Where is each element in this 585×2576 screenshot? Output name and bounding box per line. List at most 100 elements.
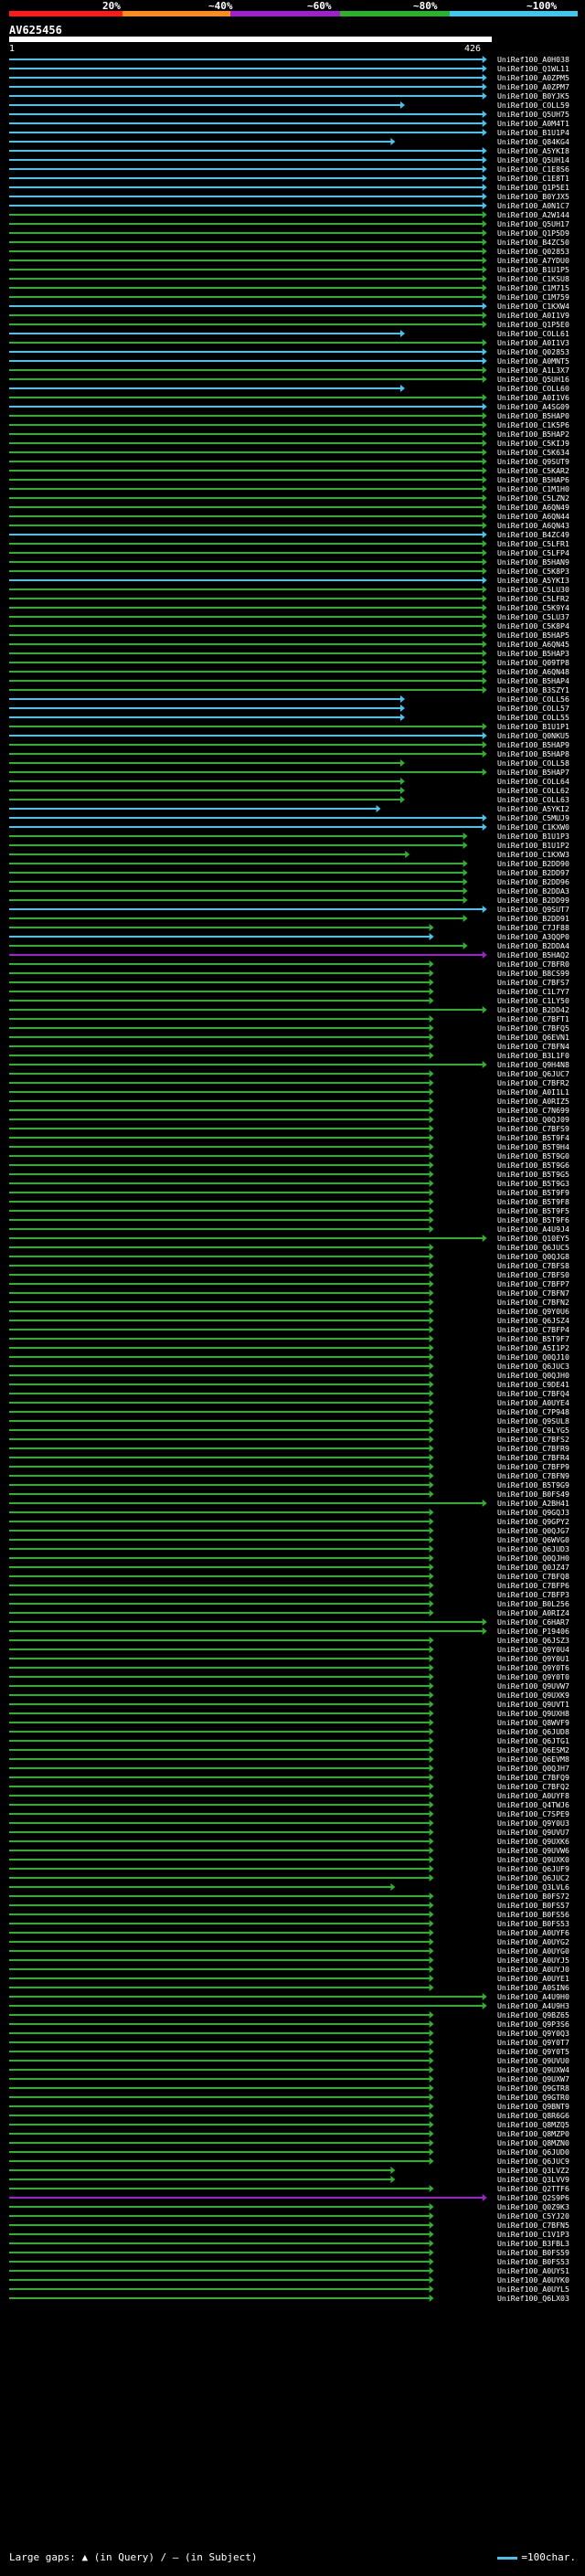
hit-label[interactable]: UniRef100_Q0QJH0 — [497, 1371, 569, 1380]
hit-label[interactable]: UniRef100_Q9Y0T6 — [497, 1663, 569, 1672]
hit-label[interactable]: UniRef100_Q9UXK0 — [497, 1855, 569, 1864]
hit-label[interactable]: UniRef100_A0I1V3 — [497, 338, 569, 347]
hit-label[interactable]: UniRef100_Q5UH75 — [497, 110, 569, 119]
hit-label[interactable]: UniRef100_Q0JZ47 — [497, 1563, 569, 1572]
hit-label[interactable]: UniRef100_A0N1C7 — [497, 201, 569, 210]
hit-label[interactable]: UniRef100_Q5UH17 — [497, 219, 569, 228]
hit-label[interactable]: UniRef100_Q8MZQ5 — [497, 2120, 569, 2129]
hit-label[interactable]: UniRef100_Q2TTF6 — [497, 2184, 569, 2193]
hit-label[interactable]: UniRef100_Q6JUF9 — [497, 1864, 569, 1873]
hit-label[interactable]: UniRef100_Q9Y0U6 — [497, 1307, 569, 1316]
hit-label[interactable]: UniRef100_COLL56 — [497, 694, 569, 704]
hit-label[interactable]: UniRef100_C7BFN4 — [497, 1042, 569, 1051]
hit-label[interactable]: UniRef100_Q1P5E1 — [497, 183, 569, 192]
hit-label[interactable]: UniRef100_B5T9G3 — [497, 1179, 569, 1188]
hit-label[interactable]: UniRef100_Q9Y0U4 — [497, 1645, 569, 1654]
hit-label[interactable]: UniRef100_Q6JUC7 — [497, 1069, 569, 1078]
hit-label[interactable]: UniRef100_Q6ESM2 — [497, 1745, 569, 1754]
hit-label[interactable]: UniRef100_Q9Y0U3 — [497, 1818, 569, 1828]
hit-label[interactable]: UniRef100_Q8MZN0 — [497, 2138, 569, 2147]
hit-label[interactable]: UniRef100_Q6EVM8 — [497, 1754, 569, 1764]
hit-label[interactable]: UniRef100_C7BFS9 — [497, 1124, 569, 1133]
hit-label[interactable]: UniRef100_B0FS72 — [497, 1892, 569, 1901]
hit-label[interactable]: UniRef100_C1KXW3 — [497, 850, 569, 859]
hit-label[interactable]: UniRef100_Q9SUT7 — [497, 905, 569, 914]
hit-label[interactable]: UniRef100_C1KSU8 — [497, 274, 569, 283]
hit-label[interactable]: UniRef100_B1U1P1 — [497, 722, 569, 731]
hit-label[interactable]: UniRef100_C9LYG5 — [497, 1426, 569, 1435]
hit-label[interactable]: UniRef100_A0H038 — [497, 55, 569, 64]
hit-label[interactable]: UniRef100_A0MNT5 — [497, 356, 569, 366]
hit-label[interactable]: UniRef100_Q9SUT9 — [497, 457, 569, 466]
hit-label[interactable]: UniRef100_Q2S9P6 — [497, 2193, 569, 2202]
hit-label[interactable]: UniRef100_Q4TWJ6 — [497, 1800, 569, 1809]
hit-label[interactable]: UniRef100_Q9BNT9 — [497, 2102, 569, 2111]
hit-label[interactable]: UniRef100_Q10EY5 — [497, 1234, 569, 1243]
hit-label[interactable]: UniRef100_C7N699 — [497, 1106, 569, 1115]
hit-label[interactable]: UniRef100_Q5UH16 — [497, 375, 569, 384]
hit-label[interactable]: UniRef100_Q6JUC5 — [497, 1243, 569, 1252]
hit-label[interactable]: UniRef100_Q9UXW7 — [497, 2074, 569, 2083]
hit-label[interactable]: UniRef100_Q9GPY2 — [497, 1517, 569, 1526]
hit-label[interactable]: UniRef100_B0FS53 — [497, 1919, 569, 1928]
hit-label[interactable]: UniRef100_A0I1V6 — [497, 393, 569, 402]
hit-label[interactable]: UniRef100_B5T9F9 — [497, 1188, 569, 1197]
hit-label[interactable]: UniRef100_C7BFP4 — [497, 1325, 569, 1334]
hit-label[interactable]: UniRef100_A0UYK0 — [497, 2275, 569, 2284]
hit-label[interactable]: UniRef100_B4ZC50 — [497, 238, 569, 247]
hit-label[interactable]: UniRef100_A0ZPM7 — [497, 82, 569, 91]
hit-label[interactable]: UniRef100_Q8MZP0 — [497, 2129, 569, 2138]
hit-label[interactable]: UniRef100_Q0QJH0 — [497, 1553, 569, 1563]
hit-label[interactable]: UniRef100_B0FS59 — [497, 2248, 569, 2257]
hit-label[interactable]: UniRef100_Q84KG4 — [497, 137, 569, 146]
hit-label[interactable]: UniRef100_Q9UVU7 — [497, 1828, 569, 1837]
hit-label[interactable]: UniRef100_Q6JUD3 — [497, 1544, 569, 1553]
hit-label[interactable]: UniRef100_B5HAP4 — [497, 676, 569, 685]
hit-label[interactable]: UniRef100_Q6JSZ4 — [497, 1316, 569, 1325]
hit-label[interactable]: UniRef100_C1L7Y7 — [497, 987, 569, 996]
hit-label[interactable]: UniRef100_C5K8P4 — [497, 621, 569, 631]
hit-label[interactable]: UniRef100_Q9Y0T0 — [497, 1672, 569, 1681]
hit-label[interactable]: UniRef100_C5LU37 — [497, 612, 569, 621]
hit-label[interactable]: UniRef100_C5K634 — [497, 448, 569, 457]
hit-label[interactable]: UniRef100_A0UYS1 — [497, 2266, 569, 2275]
hit-label[interactable]: UniRef100_B5HAP2 — [497, 429, 569, 439]
hit-label[interactable]: UniRef100_B5HAQ2 — [497, 950, 569, 959]
hit-label[interactable]: UniRef100_C7BFQ8 — [497, 1572, 569, 1581]
hit-label[interactable]: UniRef100_B5HAP6 — [497, 475, 569, 484]
hit-label[interactable]: UniRef100_C1M1H0 — [497, 484, 569, 493]
hit-label[interactable]: UniRef100_A0UYE1 — [497, 1974, 569, 1983]
hit-label[interactable]: UniRef100_C7BFS8 — [497, 1261, 569, 1270]
hit-label[interactable]: UniRef100_Q3LVL6 — [497, 1882, 569, 1892]
hit-label[interactable]: UniRef100_Q0QJG7 — [497, 1526, 569, 1535]
hit-label[interactable]: UniRef100_B1U1P5 — [497, 265, 569, 274]
hit-label[interactable]: UniRef100_B5HAP8 — [497, 749, 569, 758]
hit-label[interactable]: UniRef100_A3QQP0 — [497, 932, 569, 941]
hit-label[interactable]: UniRef100_C1KXW0 — [497, 822, 569, 832]
hit-label[interactable]: UniRef100_B5HAP3 — [497, 649, 569, 658]
hit-label[interactable]: UniRef100_Q9UVW7 — [497, 1681, 569, 1691]
hit-label[interactable]: UniRef100_C7BFP7 — [497, 1279, 569, 1288]
hit-label[interactable]: UniRef100_C1M715 — [497, 283, 569, 292]
hit-label[interactable]: UniRef100_C7BFN5 — [497, 2221, 569, 2230]
hit-label[interactable]: UniRef100_C5LFP4 — [497, 548, 569, 557]
hit-label[interactable]: UniRef100_B0YJX5 — [497, 192, 569, 201]
hit-label[interactable]: UniRef100_Q02853 — [497, 247, 569, 256]
hit-label[interactable]: UniRef100_C5YJ20 — [497, 2211, 569, 2221]
hit-label[interactable]: UniRef100_C7JF88 — [497, 923, 569, 932]
hit-label[interactable]: UniRef100_C7BFP9 — [497, 1462, 569, 1471]
hit-label[interactable]: UniRef100_B0FS53 — [497, 2257, 569, 2266]
hit-label[interactable]: UniRef100_C5KAR2 — [497, 466, 569, 475]
hit-label[interactable]: UniRef100_C7P948 — [497, 1407, 569, 1416]
hit-label[interactable]: UniRef100_B0L256 — [497, 1599, 569, 1608]
hit-label[interactable]: UniRef100_A0I1V9 — [497, 311, 569, 320]
hit-label[interactable]: UniRef100_Q9P3S6 — [497, 2019, 569, 2029]
hit-label[interactable]: UniRef100_A2BH41 — [497, 1499, 569, 1508]
hit-label[interactable]: UniRef100_Q0QJG8 — [497, 1252, 569, 1261]
hit-label[interactable]: UniRef100_A0RIZ5 — [497, 1097, 569, 1106]
hit-label[interactable]: UniRef100_Q1WL11 — [497, 64, 569, 73]
hit-label[interactable]: UniRef100_Q6WVG0 — [497, 1535, 569, 1544]
hit-label[interactable]: UniRef100_C7BFT1 — [497, 1014, 569, 1023]
hit-label[interactable]: UniRef100_B4ZC49 — [497, 530, 569, 539]
hit-label[interactable]: UniRef100_C1M759 — [497, 292, 569, 302]
